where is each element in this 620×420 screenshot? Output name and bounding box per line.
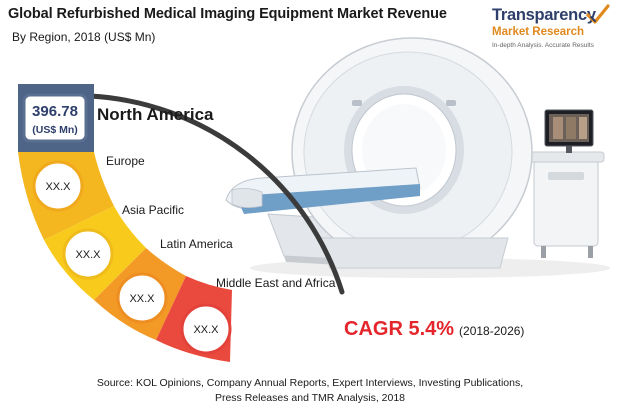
cagr-value: CAGR 5.4% <box>344 318 455 340</box>
region-label-middle-east-africa: Middle East and Africa <box>216 276 336 290</box>
region-label-latin-america: Latin America <box>160 237 233 251</box>
logo-name: Transparency <box>492 6 596 24</box>
region-label-north-america: North America <box>97 105 214 124</box>
ct-scanner-illustration <box>225 37 610 278</box>
tmr-logo: Transparency Market Research In-depth An… <box>492 2 616 60</box>
region-label-asia-pacific: Asia Pacific <box>122 203 184 217</box>
region-label-europe: Europe <box>106 154 145 168</box>
value-circle-europe <box>32 160 84 212</box>
value-label-europe: XX.X <box>45 181 71 193</box>
value-box-north-america <box>22 93 88 143</box>
value-circle-latin-america <box>116 272 168 324</box>
source-line-1: Source: KOL Opinions, Company Annual Rep… <box>96 377 524 389</box>
chart-subtitle: By Region, 2018 (US$ Mn) <box>12 30 156 44</box>
region-arc <box>87 93 345 295</box>
value-label-north-america: 396.78 <box>32 103 78 120</box>
value-circle-asia-pacific <box>62 228 114 280</box>
logo-checkmark-icon <box>586 4 610 24</box>
cagr-period: (2018-2026) <box>459 324 525 338</box>
source-note: Source: KOL Opinions, Company Annual Rep… <box>80 376 540 406</box>
logo-subname: Market Research <box>492 26 585 38</box>
cagr-callout: CAGR 5.4% (2018-2026) <box>344 318 524 341</box>
value-markers: 396.78 (US$ Mn) XX.X XX.X XX.X XX.X <box>22 93 232 355</box>
unit-label-north-america: (US$ Mn) <box>32 124 78 136</box>
source-line-2: Press Releases and TMR Analysis, 2018 <box>214 392 406 404</box>
chart-title: Global Refurbished Medical Imaging Equip… <box>8 6 447 22</box>
logo-tagline: In-depth Analysis. Accurate Results <box>492 42 594 49</box>
region-labels: North America Europe Asia Pacific Latin … <box>97 105 336 290</box>
value-label-asia-pacific: XX.X <box>75 249 101 261</box>
value-label-middle-east-africa: XX.X <box>193 324 219 336</box>
value-circle-middle-east-africa <box>180 303 232 355</box>
value-label-latin-america: XX.X <box>129 293 155 305</box>
